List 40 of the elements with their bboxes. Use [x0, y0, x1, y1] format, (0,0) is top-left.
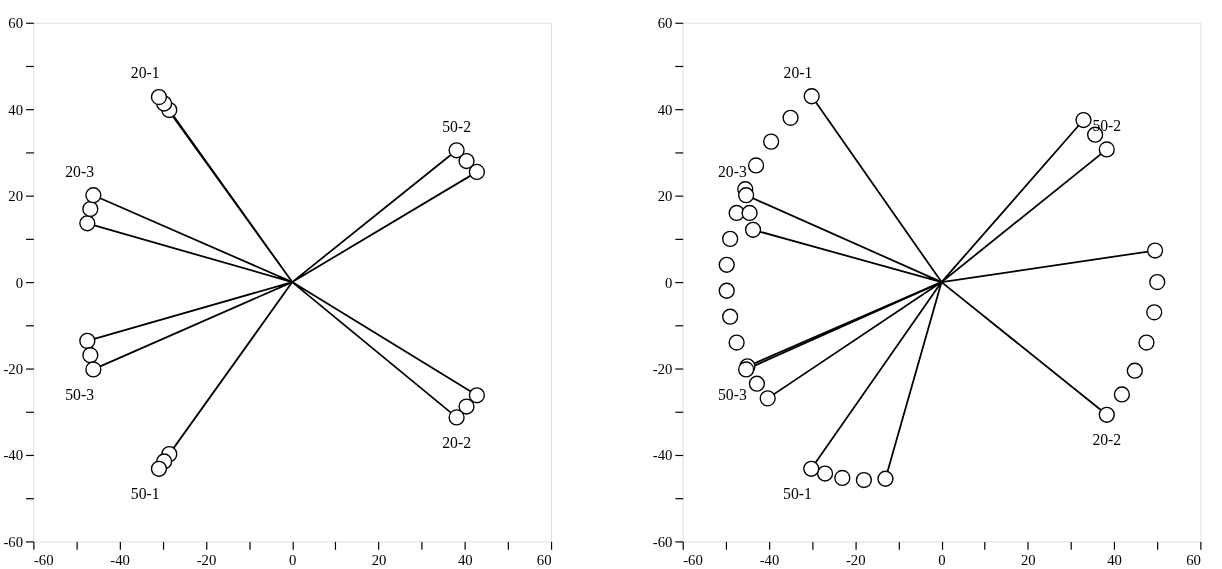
y-tick-label: -20	[652, 360, 673, 377]
annotation: 50-1	[130, 485, 160, 503]
y-tick-label: -40	[652, 447, 673, 464]
y-tick-label: 40	[657, 101, 673, 118]
x-tick-label: -20	[196, 551, 217, 568]
y-tick-label: -60	[652, 533, 673, 550]
annotation: 20-1	[130, 64, 160, 82]
annotation: 20-2	[1092, 431, 1122, 449]
y-tick-label: 0	[15, 274, 24, 291]
y-tick-label: -60	[3, 533, 24, 550]
y-tick-label: 60	[8, 15, 24, 32]
y-tick-label: 20	[657, 188, 673, 205]
annotation: 50-1	[783, 485, 812, 503]
x-tick-label: -20	[845, 551, 866, 568]
x-tick-label: -60	[33, 551, 54, 568]
annotation: 50-3	[65, 385, 95, 403]
y-tick-label: 40	[8, 101, 24, 118]
annotation: 50-3	[717, 385, 747, 403]
annotation: 50-2	[1092, 116, 1122, 134]
x-tick-label: 0	[938, 551, 946, 568]
x-tick-label: -60	[683, 551, 703, 568]
annotation: 50-2	[442, 117, 471, 135]
x-tick-label: 20	[371, 551, 387, 568]
x-tick-label: 0	[289, 551, 297, 568]
annotation: 20-1	[783, 63, 813, 81]
y-tick-label: 60	[657, 15, 673, 32]
x-tick-label: 20	[1020, 551, 1036, 568]
annotation: 20-3	[717, 162, 747, 180]
x-tick-label: 40	[1107, 551, 1122, 568]
x-tick-label: -40	[110, 551, 130, 568]
annotation: 20-2	[442, 433, 471, 451]
y-tick-label: 20	[8, 188, 24, 205]
x-tick-label: 40	[457, 551, 473, 568]
y-tick-label: 0	[665, 274, 673, 291]
x-tick-label: 60	[1186, 551, 1201, 568]
annotation: 20-3	[65, 162, 95, 180]
y-tick-label: -40	[3, 447, 24, 464]
y-tick-label: -20	[3, 360, 24, 377]
x-tick-label: -40	[759, 551, 780, 568]
x-tick-label: 60	[536, 551, 552, 568]
